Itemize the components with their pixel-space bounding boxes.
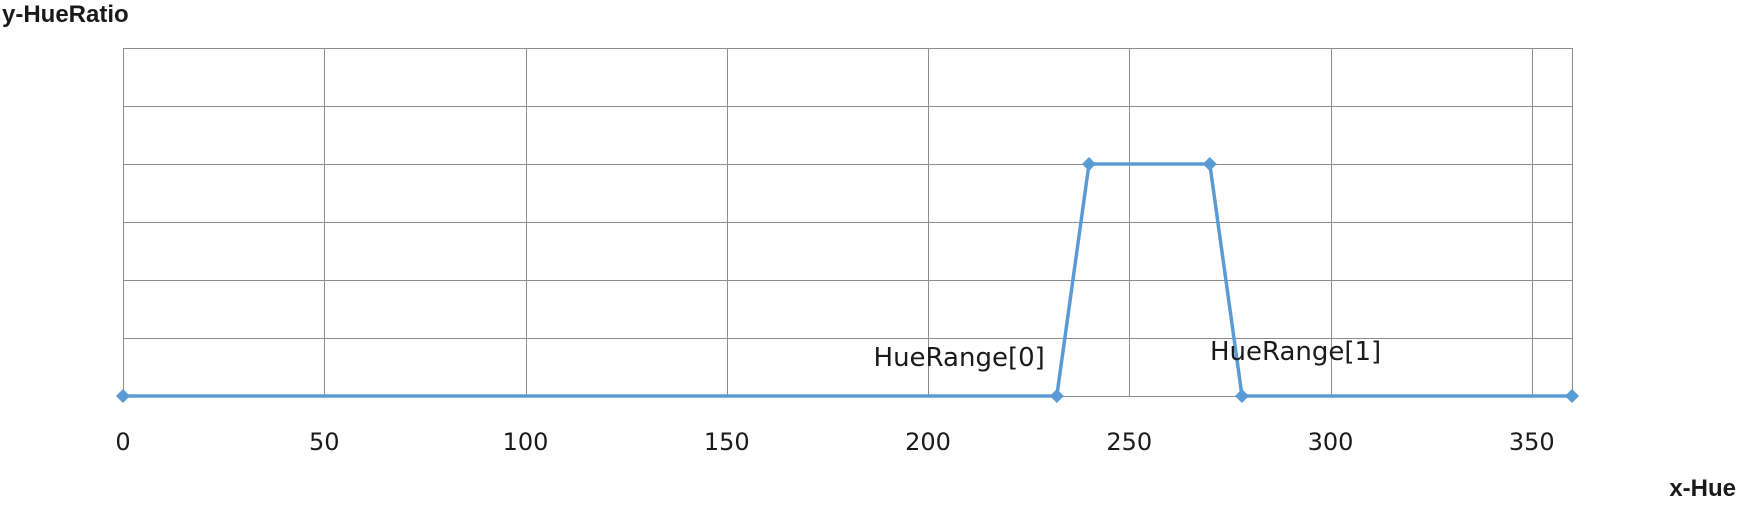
data-point-marker-5 [1565, 389, 1579, 403]
data-point-marker-0 [116, 389, 130, 403]
data-point-marker-2 [1082, 157, 1096, 171]
annotation-hue-range-1: HueRange[1] [1210, 337, 1381, 367]
series-layer [123, 162, 1572, 398]
grid [123, 48, 1573, 397]
x-tick-label-150: 150 [704, 428, 750, 456]
x-axis-title: x-Hue [1669, 475, 1736, 502]
y-axis-title: y-HueRatio [2, 1, 129, 28]
x-tick-label-300: 300 [1308, 428, 1354, 456]
data-point-marker-1 [1049, 389, 1064, 403]
x-tick-label-250: 250 [1106, 428, 1152, 456]
series-line-0 [123, 162, 1572, 398]
x-tick-labels: 0 50 100 150 200 250 300 350 [115, 428, 1554, 456]
x-tick-label-0: 0 [115, 428, 130, 456]
x-tick-label-100: 100 [503, 428, 549, 456]
x-tick-label-200: 200 [905, 428, 951, 456]
data-point-marker-4 [1234, 389, 1249, 403]
annotation-hue-range-0: HueRange[0] [874, 343, 1045, 373]
data-point-marker-3 [1202, 157, 1217, 171]
annotations: HueRange[0] HueRange[1] [874, 337, 1382, 373]
marker-layer [116, 157, 1579, 403]
x-tick-label-50: 50 [309, 428, 340, 456]
x-tick-label-350: 350 [1509, 428, 1555, 456]
